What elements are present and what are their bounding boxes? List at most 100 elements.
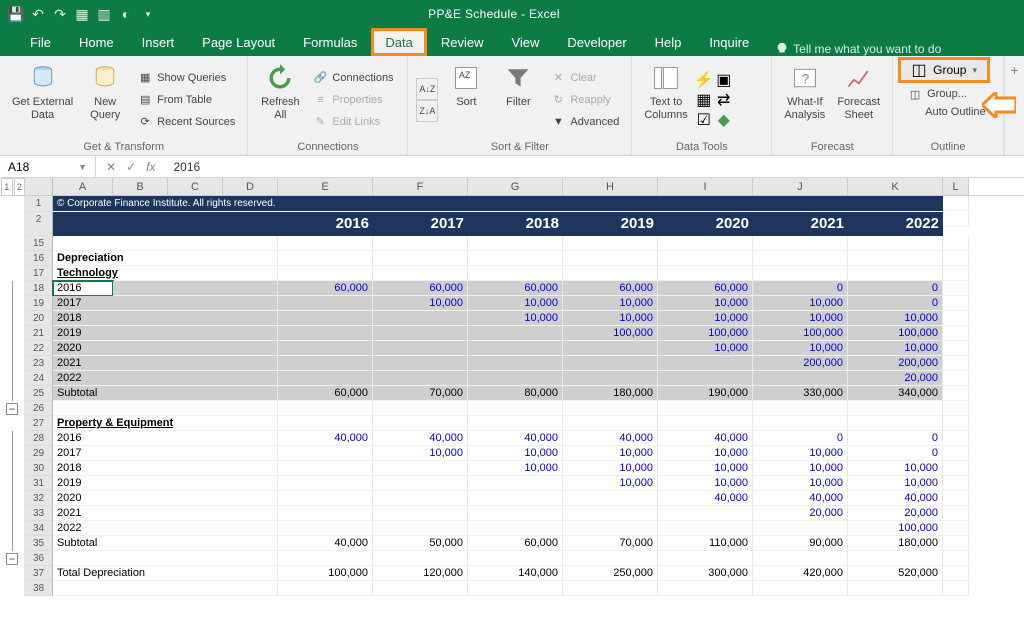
forecast-sheet-button[interactable]: Forecast Sheet: [833, 60, 884, 139]
collapse-icon[interactable]: −: [6, 403, 18, 415]
tab-inquire[interactable]: Inquire: [695, 28, 763, 56]
refresh-all-button[interactable]: Refresh All: [256, 60, 304, 139]
row-header[interactable]: 22: [25, 341, 53, 356]
row-header[interactable]: 37: [25, 566, 53, 581]
chevron-down-icon: ▼: [78, 162, 87, 172]
col-header-H[interactable]: H: [563, 178, 658, 196]
col-header-L[interactable]: L: [943, 178, 969, 196]
col-header-J[interactable]: J: [753, 178, 848, 196]
undo-icon[interactable]: ↶: [30, 6, 46, 22]
enter-icon[interactable]: ✓: [126, 160, 136, 174]
tell-me-label: Tell me what you want to do: [793, 42, 941, 56]
formula-input[interactable]: 2016: [165, 160, 1024, 174]
col-header-E[interactable]: E: [278, 178, 373, 196]
row-header[interactable]: 30: [25, 461, 53, 476]
manage-model-icon[interactable]: ◆: [716, 112, 732, 128]
row-header[interactable]: 2: [25, 212, 53, 236]
col-header-K[interactable]: K: [848, 178, 943, 196]
relationships-icon[interactable]: ⇄: [716, 92, 732, 108]
tab-file[interactable]: File: [16, 28, 65, 56]
row-header[interactable]: 32: [25, 491, 53, 506]
get-external-data-button[interactable]: Get External Data: [8, 60, 77, 139]
row-header[interactable]: 24: [25, 371, 53, 386]
row-header[interactable]: 23: [25, 356, 53, 371]
row-header[interactable]: 33: [25, 506, 53, 521]
advanced-icon: ▼: [550, 114, 566, 130]
qat-more-icon[interactable]: ▾: [140, 6, 156, 22]
tab-formulas[interactable]: Formulas: [289, 28, 371, 56]
fx-icon[interactable]: fx: [146, 160, 155, 174]
table-row: 18201660,00060,00060,00060,00060,00000: [0, 281, 1024, 296]
col-header-C[interactable]: C: [168, 178, 223, 196]
tab-help[interactable]: Help: [641, 28, 696, 56]
new-query-button[interactable]: New Query: [81, 60, 129, 139]
filter-button[interactable]: Filter: [494, 60, 542, 139]
auto-outline-button[interactable]: Auto Outline: [901, 104, 990, 120]
row-header[interactable]: 18: [25, 281, 53, 296]
row-header[interactable]: 28: [25, 431, 53, 446]
svg-text:AZ: AZ: [459, 70, 471, 80]
data-validation-icon[interactable]: ☑: [696, 112, 712, 128]
tab-home[interactable]: Home: [65, 28, 128, 56]
row-header[interactable]: 25: [25, 386, 53, 401]
remove-dups-icon[interactable]: ▦: [696, 92, 712, 108]
row-header[interactable]: 16: [25, 251, 53, 266]
row-header[interactable]: 20: [25, 311, 53, 326]
row-header[interactable]: 29: [25, 446, 53, 461]
connections-button[interactable]: 🔗Connections: [308, 68, 397, 88]
row-header[interactable]: 38: [25, 581, 53, 596]
row-header[interactable]: 15: [25, 236, 53, 251]
col-header-A[interactable]: A: [53, 178, 113, 196]
properties-button: ≡Properties: [308, 90, 397, 110]
advanced-button[interactable]: ▼Advanced: [546, 112, 623, 132]
row-header[interactable]: 34: [25, 521, 53, 536]
col-header-I[interactable]: I: [658, 178, 753, 196]
sort-az-button[interactable]: A↓Z: [416, 78, 438, 100]
outline-level-2[interactable]: 2: [14, 178, 26, 196]
what-if-button[interactable]: ? What-If Analysis: [780, 60, 829, 139]
show-queries-button[interactable]: ▦Show Queries: [133, 68, 239, 88]
row-header[interactable]: 36: [25, 551, 53, 566]
row-header[interactable]: 31: [25, 476, 53, 491]
col-header-D[interactable]: D: [223, 178, 278, 196]
table-row: 28201640,00040,00040,00040,00040,00000: [0, 431, 1024, 446]
group-sort-filter: A↓Z Z↓A AZ Sort Filter ✕Clear ↻Reapply ▼…: [408, 56, 632, 155]
redo-icon[interactable]: ↷: [52, 6, 68, 22]
group-dropdown-highlight[interactable]: ◫ Group ▾: [901, 60, 987, 80]
name-box[interactable]: A18 ▼: [0, 156, 96, 177]
save-icon[interactable]: 💾: [8, 6, 24, 22]
tab-data[interactable]: Data: [371, 28, 426, 56]
tab-view[interactable]: View: [497, 28, 553, 56]
qat-icon-1[interactable]: ▦: [74, 6, 90, 22]
row-header[interactable]: 17: [25, 266, 53, 281]
row-header[interactable]: 21: [25, 326, 53, 341]
row-header[interactable]: 26: [25, 401, 53, 416]
qat-icon-3[interactable]: ◐: [118, 6, 134, 22]
flash-fill-icon[interactable]: ⚡: [696, 72, 712, 88]
tab-developer[interactable]: Developer: [553, 28, 640, 56]
worksheet-grid[interactable]: 1© Corporate Finance Institute. All righ…: [0, 196, 1024, 596]
row-header[interactable]: 1: [25, 196, 53, 212]
tab-insert[interactable]: Insert: [128, 28, 189, 56]
col-header-B[interactable]: B: [113, 178, 168, 196]
tab-review[interactable]: Review: [427, 28, 498, 56]
table-row: 20201810,00010,00010,00010,00010,000: [0, 311, 1024, 326]
cancel-icon[interactable]: ✕: [106, 160, 116, 174]
consolidate-icon[interactable]: ▣: [716, 72, 732, 88]
col-header-G[interactable]: G: [468, 178, 563, 196]
text-to-columns-button[interactable]: Text to Columns: [640, 60, 691, 139]
sort-za-button[interactable]: Z↓A: [416, 100, 438, 122]
row-header[interactable]: 19: [25, 296, 53, 311]
sort-button[interactable]: AZ Sort: [442, 60, 490, 139]
row-header[interactable]: 35: [25, 536, 53, 551]
recent-sources-button[interactable]: ⟳Recent Sources: [133, 112, 239, 132]
outline-level-1[interactable]: 1: [1, 178, 13, 196]
tab-page-layout[interactable]: Page Layout: [188, 28, 289, 56]
qat-icon-2[interactable]: ▥: [96, 6, 112, 22]
collapse-icon[interactable]: −: [6, 553, 18, 565]
from-table-button[interactable]: ▤From Table: [133, 90, 239, 110]
col-header-F[interactable]: F: [373, 178, 468, 196]
group-menu-item[interactable]: ◫ Group...: [901, 84, 971, 104]
tell-me[interactable]: Tell me what you want to do: [763, 42, 941, 56]
row-header[interactable]: 27: [25, 416, 53, 431]
